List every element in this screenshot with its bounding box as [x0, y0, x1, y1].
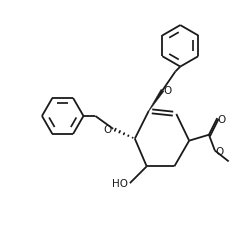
- Text: HO: HO: [112, 178, 128, 188]
- Text: O: O: [218, 114, 226, 124]
- Text: O: O: [104, 124, 112, 134]
- Text: O: O: [216, 146, 224, 156]
- Text: O: O: [163, 86, 172, 96]
- Polygon shape: [148, 90, 164, 112]
